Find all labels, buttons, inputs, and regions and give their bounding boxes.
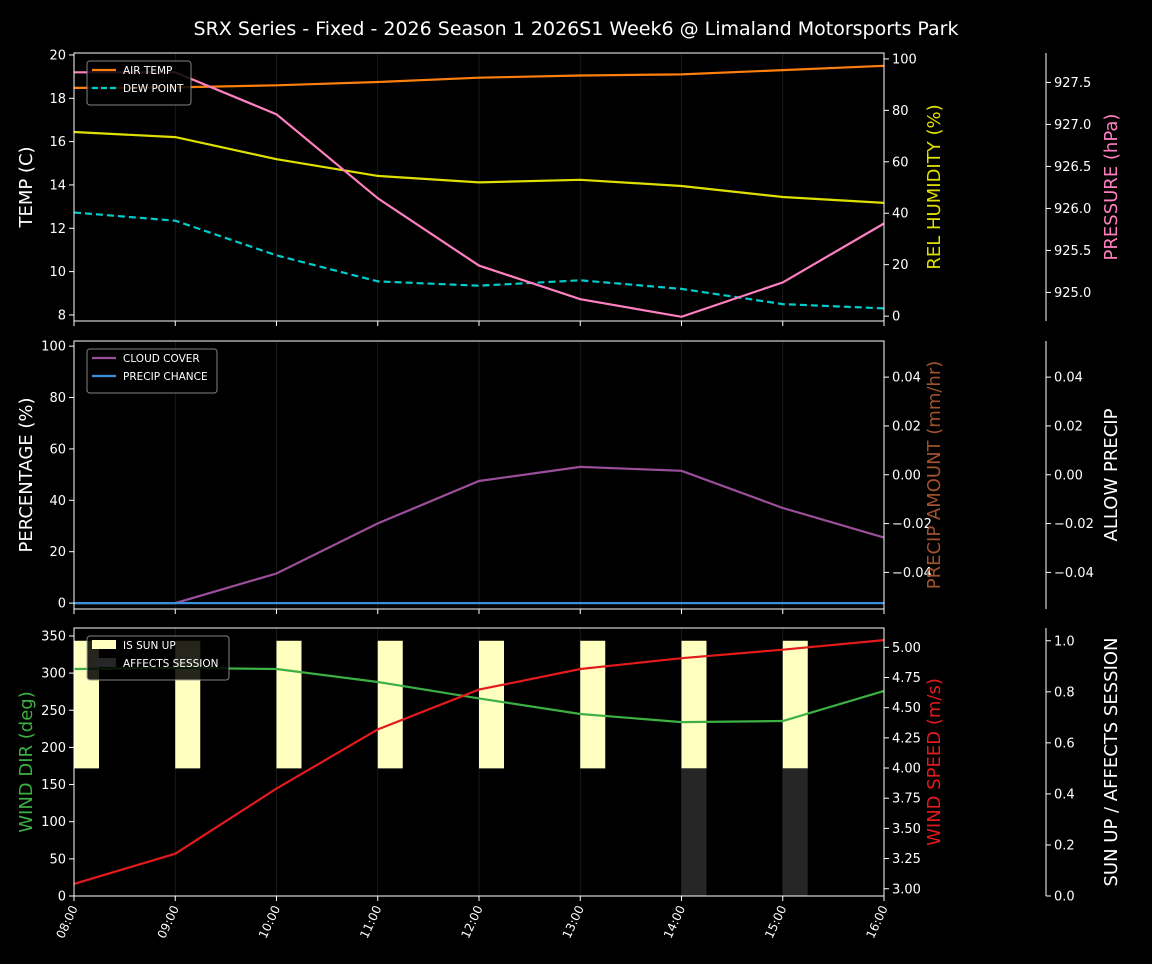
series-line-cloud-cover <box>74 465 885 605</box>
y-tick-label: −0.02 <box>892 517 932 532</box>
legend: CLOUD COVER PRECIP CHANCE <box>86 348 218 394</box>
y-tick-label: 0.02 <box>892 419 921 434</box>
y-tick-label: 925.0 <box>1054 286 1091 301</box>
axis-label: PERCENTAGE (%) <box>16 397 37 552</box>
y-tick-label: 0.02 <box>1054 419 1083 434</box>
series-line-dew-point <box>73 211 885 310</box>
y-tick-label: 0.04 <box>1054 371 1083 386</box>
y-tick-label: 926.0 <box>1054 202 1091 217</box>
y-tick-label: −0.02 <box>1054 517 1094 532</box>
sun-up-bar <box>479 640 504 769</box>
y-tick-label: 14 <box>49 178 66 193</box>
y-tick-label: 0.00 <box>1054 468 1083 483</box>
y-tick-label: 0.4 <box>1054 787 1075 802</box>
y-tick-label: 80 <box>49 391 66 406</box>
y-tick-label: 925.5 <box>1054 244 1091 259</box>
affects-session-bar <box>782 768 808 896</box>
legend-label: PRECIP CHANCE <box>123 371 208 383</box>
y-tick-label: 1.0 <box>1054 634 1075 649</box>
y-tick-label: 5.00 <box>892 641 921 656</box>
y-tick-label: 4.75 <box>892 671 921 686</box>
legend-label: AIR TEMP <box>123 65 172 77</box>
legend-box <box>86 348 218 394</box>
y-tick-label: 20 <box>892 258 909 273</box>
panel-1: 8 10 12 14 16 18 20 TEMP (C) 0 20 40 60 80 100 REL HUM… <box>16 48 1122 326</box>
y-tick-label: 0.8 <box>1054 685 1075 700</box>
y-tick-label: 300 <box>41 667 66 682</box>
sun-up-bar <box>782 640 808 769</box>
chart-title: SRX Series - Fixed - 2026 Season 1 2026S… <box>194 18 959 40</box>
y-tick-label: 40 <box>892 207 909 222</box>
sun-up-bar <box>276 640 302 769</box>
legend: AIR TEMP DEW POINT <box>86 60 192 106</box>
axis-label: WIND DIR (deg) <box>16 691 37 833</box>
y-tick-label: 80 <box>892 104 909 119</box>
axis-label: ALLOW PRECIP <box>1101 408 1122 541</box>
y-tick-label: 60 <box>892 155 909 170</box>
legend-label: CLOUD COVER <box>123 353 200 365</box>
axis-label: PRECIP AMOUNT (mm/hr) <box>924 361 945 590</box>
y-tick-label: 350 <box>41 629 66 644</box>
sun-up-bar <box>377 640 403 769</box>
y-tick-label: 100 <box>892 52 917 67</box>
y-tick-label: 0.2 <box>1054 838 1075 853</box>
legend-label: IS SUN UP <box>123 640 176 652</box>
y-tick-label: 8 <box>58 308 66 323</box>
y-tick-label: 3.50 <box>892 822 921 837</box>
series-line-rel-humidity <box>73 130 885 204</box>
legend-label: DEW POINT <box>123 83 184 95</box>
legend-swatch <box>92 658 116 667</box>
y-tick-label: 40 <box>49 494 66 509</box>
y-tick-label: 4.25 <box>892 731 921 746</box>
legend: IS SUN UP AFFECTS SESSION <box>86 635 230 681</box>
panel-2: 0 20 40 60 80 100 PERCENTAGE (%) −0.04 −0.02 0.00… <box>16 340 1122 614</box>
y-tick-label: 18 <box>49 92 66 107</box>
y-tick-label: −0.04 <box>892 566 932 581</box>
sun-up-bar <box>580 640 606 769</box>
affects-session-bar <box>681 768 707 896</box>
y-tick-label: 200 <box>41 741 66 756</box>
y-tick-label: 20 <box>49 545 66 560</box>
axis-label: PRESSURE (hPa) <box>1101 114 1122 261</box>
y-tick-label: 927.5 <box>1054 76 1091 91</box>
y-tick-label: 12 <box>49 222 66 237</box>
y-tick-label: 0 <box>58 890 66 905</box>
y-tick-label: −0.04 <box>1054 566 1094 581</box>
legend-swatch <box>92 640 116 649</box>
y-tick-label: 4.50 <box>892 701 921 716</box>
y-tick-label: 20 <box>49 48 66 63</box>
sun-up-bar <box>681 640 707 769</box>
y-tick-label: 60 <box>49 442 66 457</box>
legend-label: AFFECTS SESSION <box>123 658 219 670</box>
y-tick-label: 50 <box>49 852 66 867</box>
y-tick-label: 926.5 <box>1054 160 1091 175</box>
y-tick-label: 100 <box>41 340 66 355</box>
y-tick-label: 0.04 <box>892 371 921 386</box>
axis-label: SUN UP / AFFECTS SESSION <box>1101 637 1122 886</box>
axis-label: WIND SPEED (m/s) <box>924 678 945 846</box>
y-tick-label: 4.00 <box>892 762 921 777</box>
y-tick-label: 3.75 <box>892 792 921 807</box>
series-line-pressure <box>74 71 885 318</box>
y-tick-label: 0.6 <box>1054 736 1075 751</box>
y-tick-label: 3.25 <box>892 852 921 867</box>
y-tick-label: 0.0 <box>1054 890 1075 905</box>
y-tick-label: 3.00 <box>892 882 921 897</box>
y-tick-label: 927.0 <box>1054 118 1091 133</box>
y-tick-label: 0.00 <box>892 468 921 483</box>
y-tick-label: 250 <box>41 704 66 719</box>
y-tick-label: 0 <box>892 310 900 325</box>
y-tick-label: 100 <box>41 815 66 830</box>
y-tick-label: 150 <box>41 778 66 793</box>
y-tick-label: 10 <box>49 265 66 280</box>
y-tick-label: 0 <box>58 597 66 612</box>
legend-box <box>86 60 192 106</box>
legend-box <box>86 635 230 681</box>
axis-label: REL HUMIDITY (%) <box>924 104 945 269</box>
axis-label: TEMP (C) <box>16 146 37 228</box>
series-line-wind-speed <box>73 639 885 885</box>
y-tick-label: 16 <box>49 135 66 150</box>
